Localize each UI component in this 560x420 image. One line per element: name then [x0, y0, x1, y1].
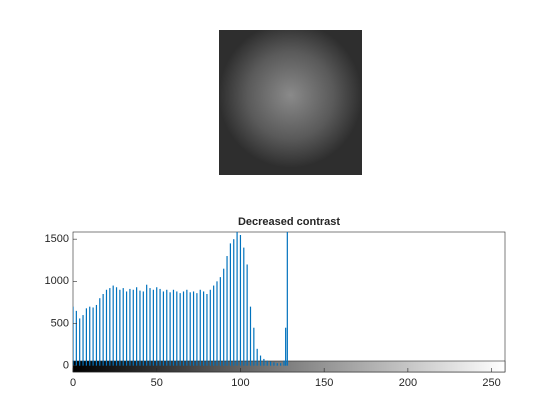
chart-title: Decreased contrast [238, 216, 340, 228]
y-tick-label: 1000 [45, 275, 69, 287]
photo [219, 30, 362, 175]
y-tick-label: 0 [63, 360, 69, 372]
x-tick-label: 100 [231, 377, 249, 389]
y-tick-label: 500 [51, 317, 69, 329]
colorbar [72, 360, 506, 373]
x-tick-label: 50 [151, 377, 163, 389]
x-tick-label: 250 [482, 377, 500, 389]
y-tick-label: 1500 [45, 233, 69, 245]
x-tick-label: 0 [70, 377, 76, 389]
x-tick-label: 200 [399, 377, 417, 389]
x-tick-label: 150 [315, 377, 333, 389]
axes-box [72, 231, 506, 373]
